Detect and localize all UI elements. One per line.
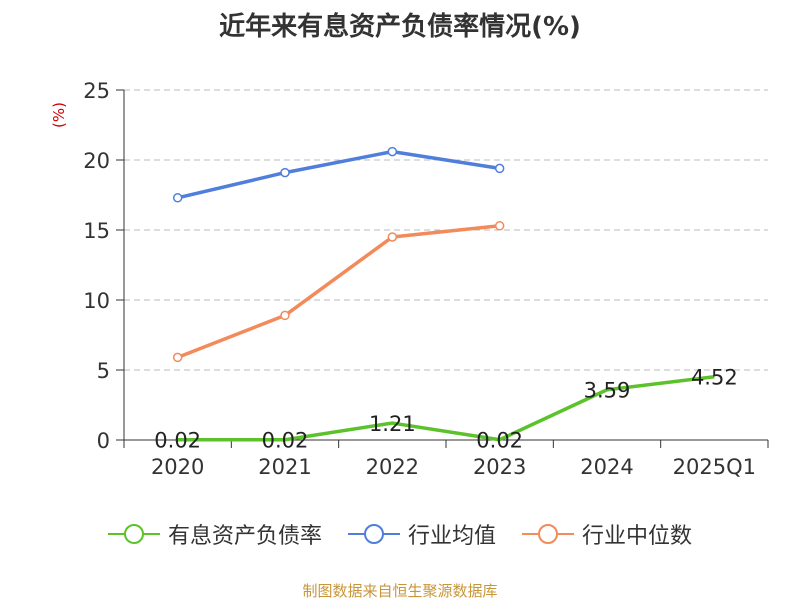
x-tick-label: 2020 <box>151 455 204 479</box>
series-line <box>177 374 715 442</box>
data-label: 3.59 <box>584 379 631 403</box>
legend-swatch <box>107 524 160 544</box>
data-label: 0.02 <box>262 429 309 453</box>
legend: 有息资产负债率 行业均值 行业中位数 <box>0 518 800 550</box>
chart-title: 近年来有息资产负债率情况(%) <box>219 12 581 42</box>
data-point <box>387 232 398 242</box>
y-tick-label: 10 <box>83 289 110 313</box>
data-point <box>387 146 398 157</box>
legend-label: 有息资产负债率 <box>167 524 322 549</box>
x-tick-label: 2022 <box>366 455 419 479</box>
legend-item: 行业均值 <box>347 518 496 550</box>
data-label: 1.21 <box>369 412 416 436</box>
y-tick-label: 0 <box>97 429 110 453</box>
legend-swatch <box>347 524 400 544</box>
y-tick-label: 15 <box>83 219 110 243</box>
y-tick-label: 25 <box>83 79 110 103</box>
data-label: 0.02 <box>476 429 523 453</box>
data-point <box>172 193 183 203</box>
legend-label: 行业均值 <box>407 524 496 549</box>
legend-item: 行业中位数 <box>522 518 692 550</box>
series-line <box>177 149 500 200</box>
legend-item: 有息资产负债率 <box>107 518 322 550</box>
x-tick-label: 2025Q1 <box>673 455 756 479</box>
x-tick-label: 2023 <box>473 455 526 479</box>
data-point <box>280 310 290 321</box>
data-point <box>494 221 505 231</box>
y-tick-label: 20 <box>83 149 110 173</box>
x-tick-label: 2021 <box>258 455 311 479</box>
series-line <box>177 224 500 360</box>
legend-label: 行业中位数 <box>582 524 693 549</box>
y-tick-label: 5 <box>97 359 110 383</box>
data-point <box>280 167 290 178</box>
data-point <box>172 352 183 363</box>
data-label: 0.02 <box>154 429 201 453</box>
source-note: 制图数据来自恒生聚源数据库 <box>302 582 498 600</box>
x-tick-label: 2024 <box>580 455 633 479</box>
data-point <box>494 163 505 174</box>
legend-swatch <box>522 524 574 544</box>
data-label: 4.52 <box>691 366 738 390</box>
